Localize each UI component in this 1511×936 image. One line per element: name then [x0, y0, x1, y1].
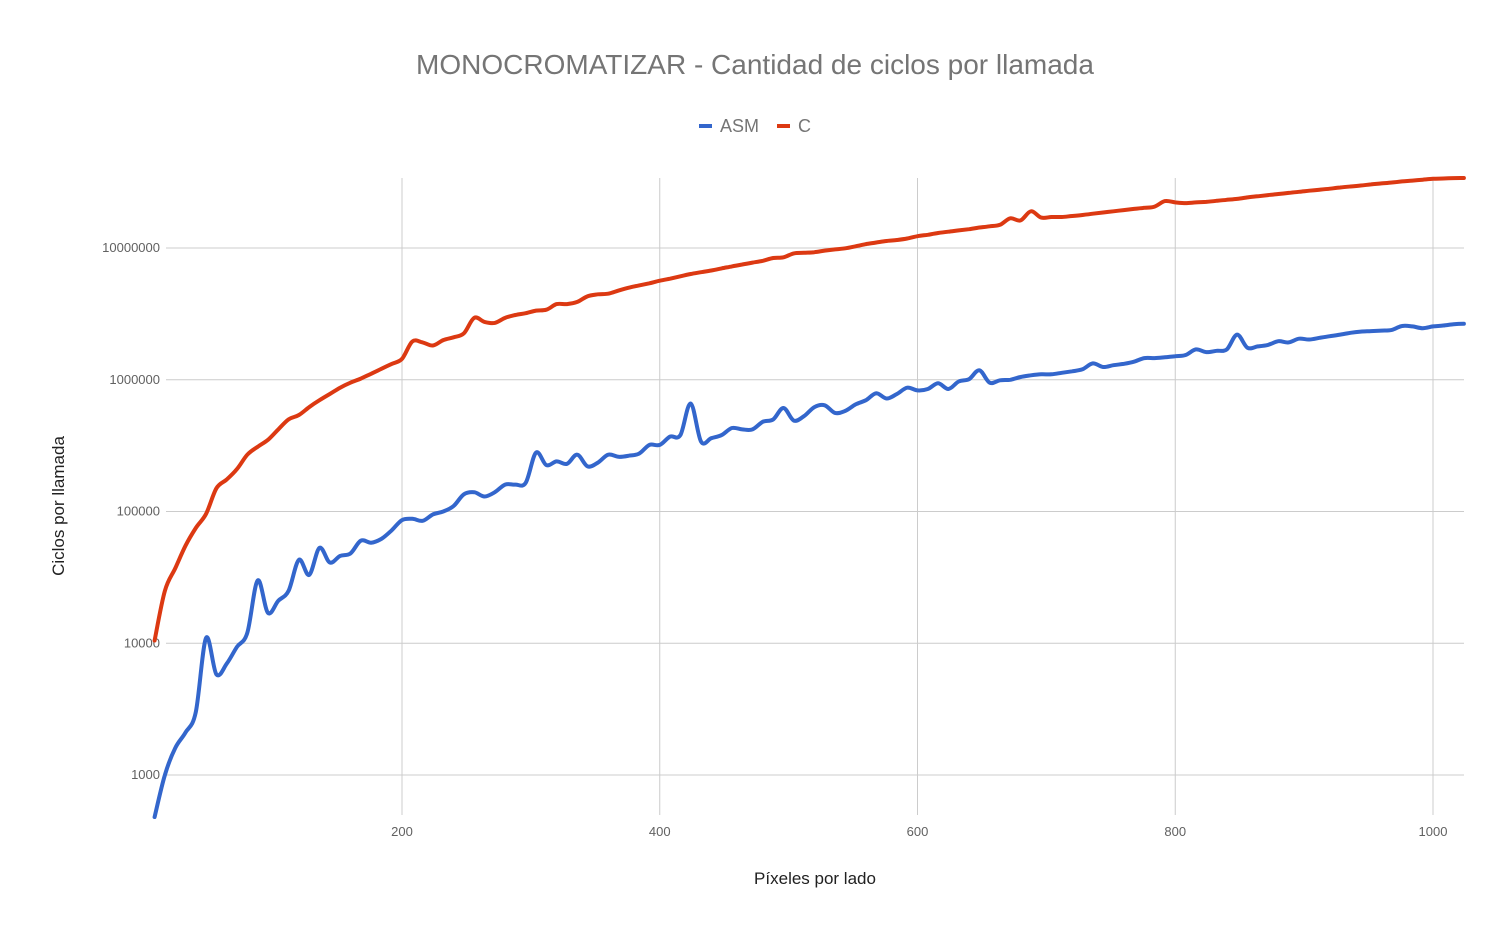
y-tick-label: 10000	[124, 635, 160, 650]
y-tick-label: 1000	[131, 767, 160, 782]
x-tick-label: 800	[1164, 824, 1186, 839]
grid	[166, 178, 1464, 815]
y-tick-label: 100000	[117, 504, 160, 519]
plot-area	[152, 176, 1466, 819]
legend-c-label: C	[798, 116, 811, 136]
x-tick-label: 200	[391, 824, 413, 839]
y-tick-label: 10000000	[102, 240, 160, 255]
series-line-c	[152, 176, 1466, 643]
y-tick-label: 1000000	[109, 372, 160, 387]
x-tick-label: 600	[907, 824, 929, 839]
x-axis-title: Píxeles por lado	[754, 869, 876, 888]
x-tick-label: 400	[649, 824, 671, 839]
legend: ASM C	[699, 116, 811, 136]
series-line-asm	[152, 321, 1466, 819]
tick-labels: 1000 10000 100000 1000000 10000000 200 400 600 8…	[102, 240, 1447, 839]
chart-title: MONOCROMATIZAR - Cantidad de ciclos por …	[416, 49, 1094, 80]
y-axis-title: Ciclos por llamada	[49, 436, 68, 576]
x-tick-label: 1000	[1419, 824, 1448, 839]
legend-asm-label: ASM	[720, 116, 759, 136]
